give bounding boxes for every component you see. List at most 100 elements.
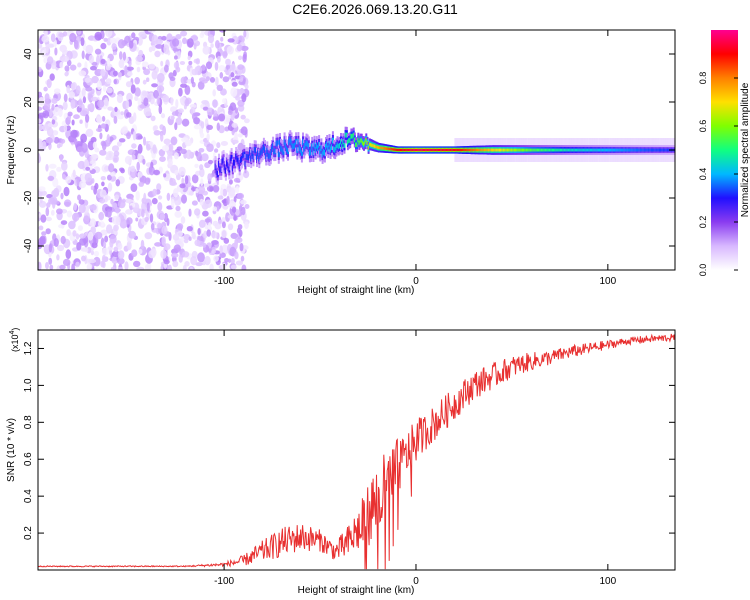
noise-cell bbox=[170, 97, 174, 106]
noise-cell bbox=[91, 178, 95, 184]
noise-cell bbox=[147, 30, 156, 33]
noise-cell bbox=[228, 258, 232, 263]
noise-cell bbox=[47, 56, 54, 65]
noise-cell bbox=[147, 94, 152, 103]
signal-cell bbox=[247, 154, 250, 161]
noise-cell bbox=[102, 241, 107, 248]
noise-cell bbox=[104, 235, 109, 243]
noise-cell bbox=[184, 98, 190, 107]
signal-cell bbox=[465, 148, 468, 152]
noise-cell bbox=[117, 114, 124, 120]
signal-cell bbox=[229, 157, 232, 164]
noise-cell bbox=[216, 205, 220, 212]
noise-cell bbox=[169, 76, 176, 82]
signal-cell bbox=[657, 148, 660, 152]
noise-cell bbox=[85, 86, 93, 92]
noise-cell bbox=[205, 76, 210, 82]
signal-cell bbox=[336, 142, 339, 148]
signal-cell bbox=[509, 148, 512, 152]
noise-cell bbox=[138, 248, 143, 254]
noise-cell bbox=[95, 116, 103, 124]
noise-cell bbox=[54, 47, 58, 56]
signal-cell bbox=[452, 148, 455, 152]
noise-cell bbox=[175, 117, 183, 126]
noise-cell bbox=[237, 192, 244, 200]
noise-cell bbox=[153, 125, 158, 131]
noise-cell bbox=[214, 61, 219, 71]
signal-cell bbox=[226, 160, 228, 167]
signal-cell bbox=[566, 148, 569, 152]
signal-cell bbox=[384, 147, 387, 150]
signal-cell bbox=[342, 139, 345, 145]
noise-cell bbox=[109, 37, 117, 44]
signal-cell bbox=[627, 148, 630, 152]
noise-cell bbox=[226, 45, 234, 55]
noise-cell bbox=[144, 177, 151, 185]
signal-cell bbox=[489, 148, 492, 152]
noise-cell bbox=[135, 217, 139, 222]
noise-cell bbox=[207, 173, 212, 182]
signal-cell bbox=[315, 142, 318, 149]
noise-cell bbox=[51, 103, 55, 111]
noise-cell bbox=[222, 50, 228, 59]
noise-cell bbox=[228, 187, 236, 197]
noise-cell bbox=[60, 192, 64, 200]
signal-cell bbox=[524, 148, 527, 152]
noise-cell bbox=[189, 266, 194, 270]
noise-cell bbox=[187, 55, 191, 61]
signal-cell bbox=[485, 148, 488, 152]
signal-cell bbox=[602, 148, 605, 152]
signal-cell bbox=[462, 148, 464, 152]
noise-cell bbox=[212, 99, 218, 108]
noise-cell bbox=[143, 192, 147, 203]
signal-cell bbox=[411, 148, 414, 152]
signal-cell bbox=[642, 148, 645, 152]
signal-cell bbox=[577, 148, 580, 152]
noise-cell bbox=[41, 231, 47, 236]
signal-cell bbox=[440, 148, 443, 152]
noise-cell bbox=[240, 114, 246, 120]
noise-cell bbox=[124, 155, 132, 165]
signal-cell bbox=[284, 142, 287, 149]
noise-cell bbox=[100, 42, 107, 50]
signal-cell bbox=[549, 148, 552, 152]
signal-cell bbox=[406, 148, 409, 152]
signal-cell bbox=[662, 148, 665, 152]
noise-cell bbox=[129, 205, 133, 210]
noise-cell bbox=[231, 35, 239, 45]
noise-cell bbox=[218, 113, 226, 122]
noise-cell bbox=[133, 260, 141, 268]
signal-cell bbox=[605, 148, 608, 152]
noise-cell bbox=[161, 35, 167, 41]
noise-cell bbox=[189, 104, 197, 109]
noise-cell bbox=[91, 75, 99, 84]
signal-cell bbox=[395, 148, 398, 151]
signal-cell bbox=[348, 138, 351, 144]
noise-cell bbox=[65, 175, 72, 184]
noise-cell bbox=[152, 188, 158, 197]
signal-cell bbox=[638, 148, 641, 152]
noise-cell bbox=[211, 240, 219, 245]
noise-cell bbox=[223, 237, 230, 244]
noise-cell bbox=[244, 84, 249, 90]
signal-cell bbox=[303, 146, 306, 152]
y-tick-label: 1.2 bbox=[23, 341, 34, 355]
noise-cell bbox=[241, 264, 247, 270]
noise-cell bbox=[218, 65, 226, 72]
signal-cell bbox=[367, 146, 370, 150]
signal-cell bbox=[643, 148, 646, 152]
noise-cell bbox=[201, 153, 209, 162]
noise-cell bbox=[195, 188, 199, 194]
noise-cell bbox=[107, 106, 114, 111]
signal-cell bbox=[436, 148, 439, 152]
signal-cell bbox=[414, 148, 417, 152]
signal-cell bbox=[260, 149, 263, 156]
noise-cell bbox=[173, 152, 179, 160]
signal-cell bbox=[555, 148, 558, 152]
signal-cell bbox=[665, 148, 668, 152]
signal-cell bbox=[268, 153, 271, 160]
noise-cell bbox=[163, 243, 171, 251]
noise-cell bbox=[188, 60, 193, 66]
noise-cell bbox=[66, 229, 71, 237]
signal-cell bbox=[582, 148, 585, 152]
